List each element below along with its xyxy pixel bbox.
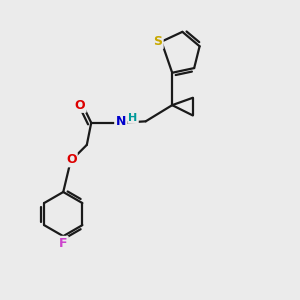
Text: F: F bbox=[59, 237, 68, 250]
Text: H: H bbox=[128, 112, 138, 122]
Text: O: O bbox=[75, 99, 85, 112]
Text: N: N bbox=[116, 115, 126, 128]
Text: S: S bbox=[153, 35, 162, 48]
Text: O: O bbox=[66, 153, 76, 166]
